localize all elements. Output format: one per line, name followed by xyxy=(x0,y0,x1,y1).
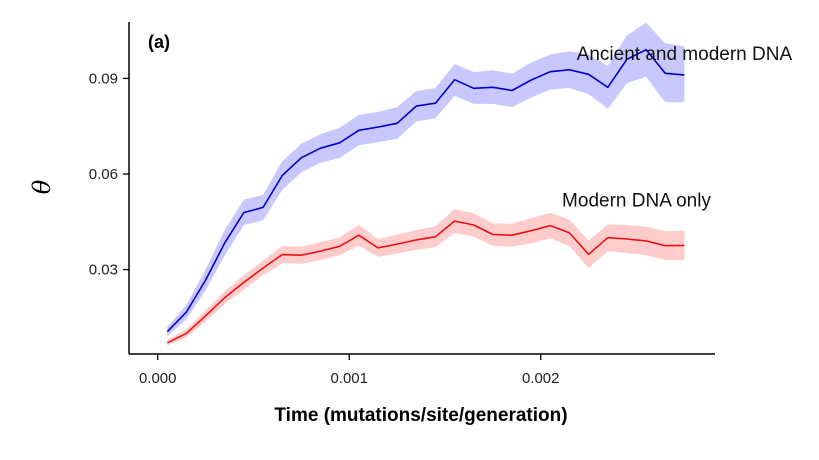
confidence-bands xyxy=(167,22,685,346)
x-tick-label: 0.001 xyxy=(330,370,368,387)
modern-dna-only-line xyxy=(166,220,685,344)
ancient-and-modern-dna-band xyxy=(167,22,685,337)
modern-dna-only-label: Modern DNA only xyxy=(562,191,711,212)
x-tick-label: 0.000 xyxy=(139,370,177,387)
y-tick-label: 0.09 xyxy=(89,70,118,87)
x-axis-title: Time (mutations/site/generation) xyxy=(274,405,567,426)
panel-label: (a) xyxy=(148,32,170,52)
modern-dna-only-band xyxy=(167,209,685,346)
y-axis-title: θ xyxy=(28,179,56,194)
series-labels: Ancient and modern DNA Modern DNA only xyxy=(562,44,792,211)
series-lines xyxy=(166,48,685,344)
y-tick-label: 0.03 xyxy=(89,262,118,279)
y-tick-label: 0.06 xyxy=(89,166,118,183)
ancient-and-modern-dna-line xyxy=(166,48,685,333)
ancient-and-modern-dna-label: Ancient and modern DNA xyxy=(577,44,793,65)
ticks: 0.000 0.001 0.002 0.03 0.06 0.09 xyxy=(89,70,560,387)
x-tick-label: 0.002 xyxy=(522,370,560,387)
axes xyxy=(128,22,715,355)
